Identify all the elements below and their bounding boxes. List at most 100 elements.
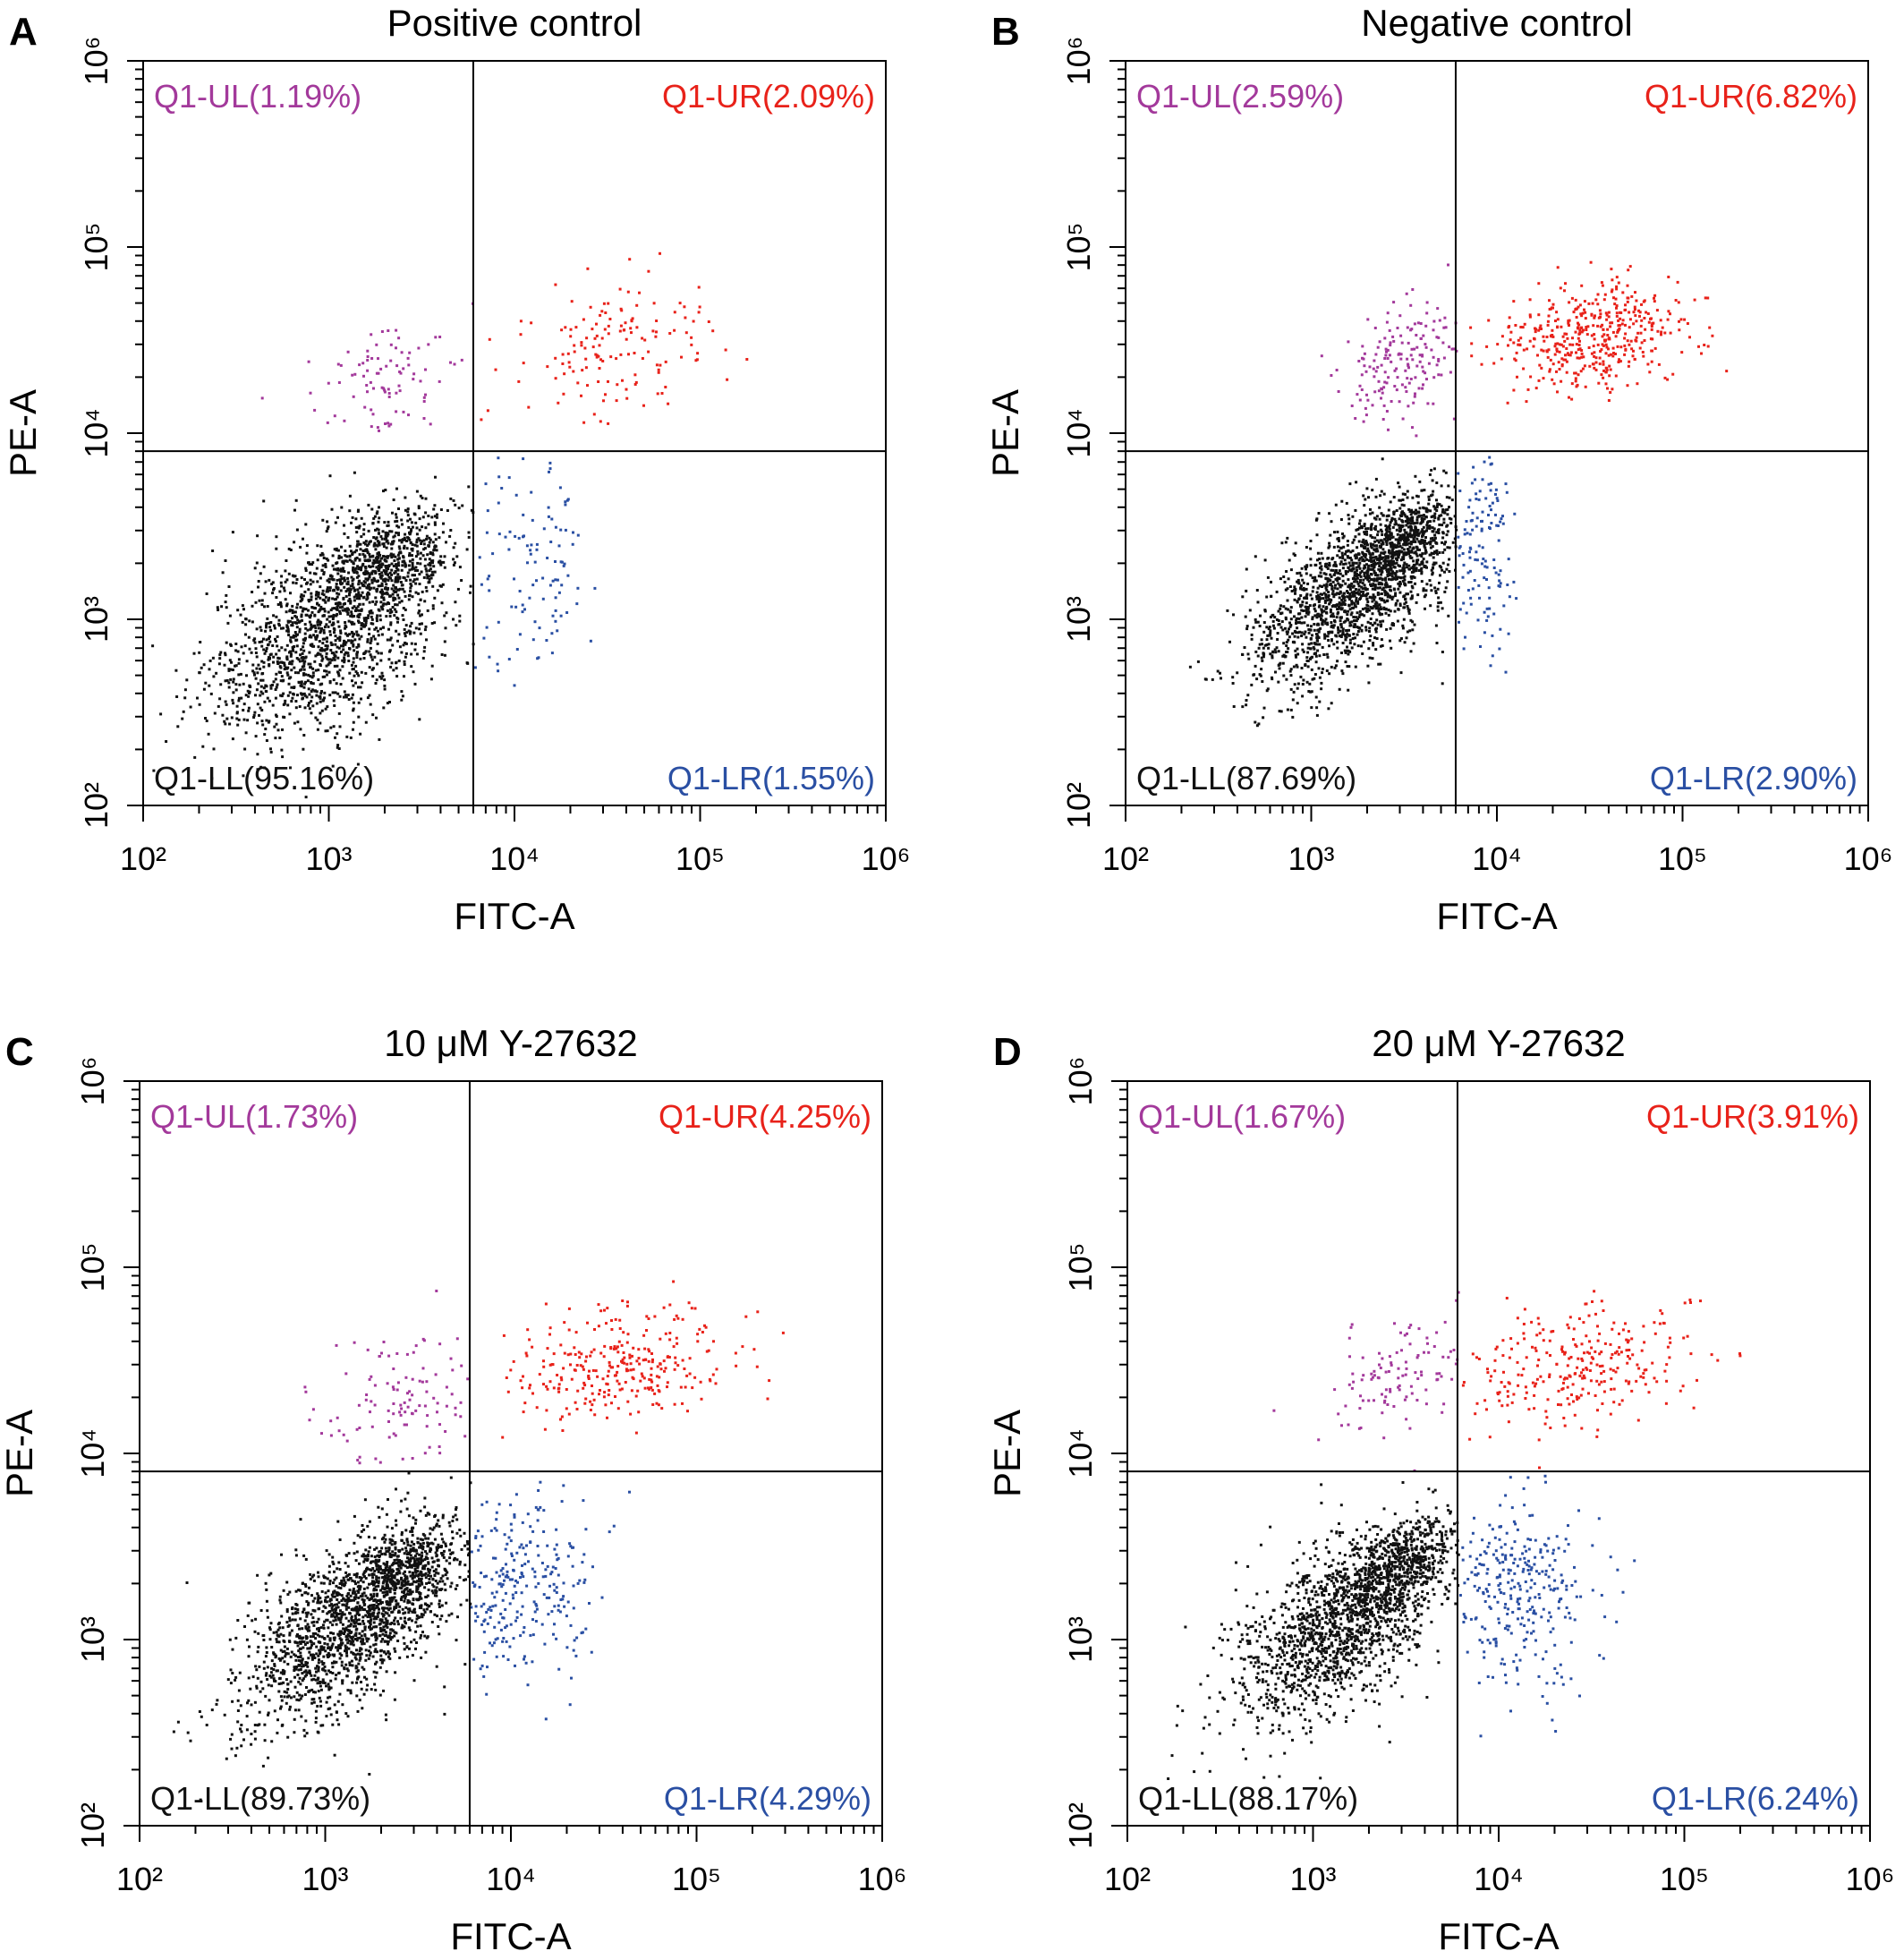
event-point <box>427 544 430 548</box>
event-point <box>367 503 370 507</box>
event-point <box>469 591 472 594</box>
event-point <box>258 641 261 643</box>
event-point <box>298 630 302 634</box>
event-point <box>410 521 413 524</box>
event-point <box>409 630 412 634</box>
event-point <box>1304 605 1307 609</box>
event-point <box>274 640 277 643</box>
x-axis-label: FITC-A <box>454 895 574 937</box>
event-point <box>1401 569 1404 573</box>
event-point <box>1599 325 1602 328</box>
event-point <box>1282 575 1286 578</box>
event-point <box>560 584 564 587</box>
event-point <box>418 622 421 626</box>
event-point <box>1368 365 1372 369</box>
event-point <box>1360 524 1364 528</box>
event-point <box>1409 378 1413 380</box>
event-point <box>1406 630 1409 634</box>
event-point <box>1551 302 1555 306</box>
event-point <box>1580 314 1584 318</box>
event-point <box>711 329 715 333</box>
event-point <box>1296 652 1300 656</box>
event-point <box>1704 296 1707 300</box>
event-point <box>280 646 284 650</box>
event-point <box>1277 680 1280 684</box>
event-point <box>360 608 363 611</box>
event-point <box>1363 364 1366 368</box>
event-point <box>1296 578 1300 582</box>
event-point <box>1300 603 1304 607</box>
event-point <box>369 642 372 644</box>
event-point <box>364 619 368 622</box>
event-point <box>1446 507 1449 511</box>
event-point <box>1357 588 1361 592</box>
event-point <box>1381 418 1385 421</box>
event-point <box>297 620 301 624</box>
event-point <box>255 667 259 670</box>
event-point <box>392 565 395 567</box>
event-point <box>1403 582 1407 585</box>
event-point <box>410 642 413 645</box>
event-point <box>379 677 383 680</box>
event-point <box>1407 517 1410 520</box>
event-point <box>1353 574 1356 577</box>
event-point <box>1262 716 1265 720</box>
event-point <box>1398 498 1401 502</box>
event-point <box>317 669 320 672</box>
event-point <box>1390 360 1393 363</box>
event-point <box>1295 663 1298 667</box>
event-point <box>255 688 259 692</box>
event-point <box>212 747 216 751</box>
event-point <box>224 652 226 655</box>
event-point <box>1340 499 1344 503</box>
event-point <box>396 588 400 592</box>
event-point <box>1363 504 1366 507</box>
event-point <box>1271 654 1274 658</box>
event-point <box>1241 652 1244 656</box>
event-point <box>395 629 398 633</box>
event-point <box>1683 318 1687 321</box>
event-point <box>351 583 354 586</box>
event-point <box>1352 619 1356 623</box>
event-point <box>1339 560 1343 564</box>
event-point <box>1444 471 1448 474</box>
event-point <box>460 579 463 582</box>
event-point <box>1347 609 1350 613</box>
event-point <box>1609 353 1612 356</box>
event-point <box>1548 370 1551 373</box>
event-point <box>433 515 437 518</box>
event-point <box>360 635 363 638</box>
event-point <box>1334 577 1338 581</box>
event-point <box>328 694 332 697</box>
event-point <box>642 404 645 407</box>
event-point <box>408 632 412 635</box>
event-point <box>1442 517 1446 521</box>
event-point <box>602 399 605 403</box>
event-point <box>519 333 523 337</box>
event-point <box>339 629 343 633</box>
event-point <box>1352 616 1356 618</box>
event-point <box>1363 352 1366 355</box>
event-point <box>1311 590 1314 593</box>
event-point <box>1377 567 1381 571</box>
event-point <box>387 627 390 631</box>
event-point <box>395 667 398 670</box>
event-point <box>337 674 341 677</box>
event-point <box>1666 318 1670 321</box>
event-point <box>1387 593 1390 597</box>
event-point <box>595 334 599 337</box>
event-point <box>385 364 388 368</box>
event-point <box>260 396 264 400</box>
event-point <box>1241 595 1245 599</box>
event-point <box>1383 550 1387 554</box>
event-point <box>1258 625 1262 627</box>
event-point <box>1593 316 1596 319</box>
event-point <box>550 517 554 521</box>
event-point <box>299 728 302 731</box>
event-point <box>383 390 387 394</box>
event-point <box>1421 552 1424 556</box>
event-point <box>1341 579 1345 583</box>
event-point <box>358 609 361 612</box>
event-point <box>1398 537 1402 541</box>
event-point <box>302 642 305 645</box>
